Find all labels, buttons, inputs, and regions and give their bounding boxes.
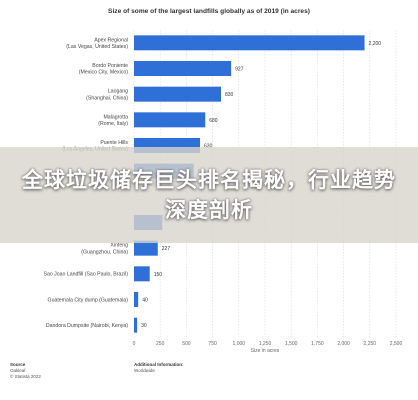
category-label: Apex Regional — [94, 37, 128, 43]
bar — [134, 292, 139, 307]
source-block: Source Oakleaf © Statista 2022 — [10, 362, 41, 380]
additional-info-heading: Additional Information: — [134, 362, 184, 367]
x-tick-label: 750 — [208, 341, 217, 347]
category-label: (Rome, Italy) — [98, 121, 128, 127]
category-label: Malagrotta — [103, 114, 128, 120]
x-tick-label: 1,500 — [285, 341, 298, 347]
value-label: 40 — [142, 298, 148, 304]
x-tick-labels: 0 250 500 750 1,000 1,250 1,500 1,750 2,000 2,250… — [133, 341, 403, 347]
x-axis-label: Size in acres — [251, 348, 280, 354]
bar — [134, 266, 150, 282]
category-label: Xinfeng — [110, 243, 128, 249]
x-tick-label: 1,750 — [311, 341, 324, 347]
x-tick-label: 2,000 — [337, 341, 350, 347]
value-label: 830 — [225, 92, 234, 98]
x-tick-label: 2,250 — [364, 341, 377, 347]
x-tick-label: 1,000 — [233, 341, 246, 347]
value-label: 630 — [204, 144, 213, 150]
x-tick-label: 0 — [133, 341, 136, 347]
category-label: Bordo Poniente — [92, 63, 128, 69]
bar — [134, 112, 206, 128]
source-line: Oakleaf — [10, 368, 26, 373]
category-label: (Las Vegas, United States) — [66, 44, 128, 50]
bar — [134, 240, 158, 256]
source-heading: Source — [10, 362, 26, 367]
value-label: 2,200 — [369, 41, 382, 47]
bar — [134, 86, 221, 102]
category-label: Sao Joao Landfill (Sao Paulo, Brazil) — [44, 272, 129, 278]
banner-headline: 全球垃圾储存巨头排名揭秘，行业趋势深度剖析 — [22, 168, 396, 222]
value-label: 680 — [209, 118, 218, 124]
x-tick-label: 250 — [156, 341, 165, 347]
chart-title: Size of some of the largest landfills gl… — [108, 8, 310, 15]
category-label: (Guangzhou, China) — [81, 249, 128, 255]
category-label: Laogang — [108, 89, 128, 95]
additional-info-line: Worldwide — [134, 368, 155, 373]
value-label: 150 — [154, 272, 163, 278]
x-tick-label: 1,250 — [259, 341, 272, 347]
overlay-banner: 全球垃圾储存巨头排名揭秘，行业趋势深度剖析 — [0, 147, 418, 243]
bar — [134, 317, 138, 333]
value-label: 30 — [141, 323, 147, 329]
category-label: (Mexico City, Mexico) — [79, 70, 128, 76]
bar — [134, 61, 232, 76]
additional-info-block: Additional Information: Worldwide — [134, 362, 184, 374]
category-label: Guatemala City dump (Guatemala) — [48, 297, 129, 303]
bar — [134, 35, 365, 51]
category-label: Puente Hills — [100, 140, 128, 146]
x-tick-label: 500 — [182, 341, 191, 347]
value-label: 927 — [235, 67, 244, 73]
value-label: 227 — [162, 246, 171, 252]
category-label: (Shanghai, China) — [86, 95, 128, 101]
copyright-line: © Statista 2022 — [10, 374, 41, 379]
category-label: Dandora Dumpsite (Nairobi, Kenya) — [46, 323, 128, 329]
x-tick-label: 2,500 — [390, 341, 403, 347]
